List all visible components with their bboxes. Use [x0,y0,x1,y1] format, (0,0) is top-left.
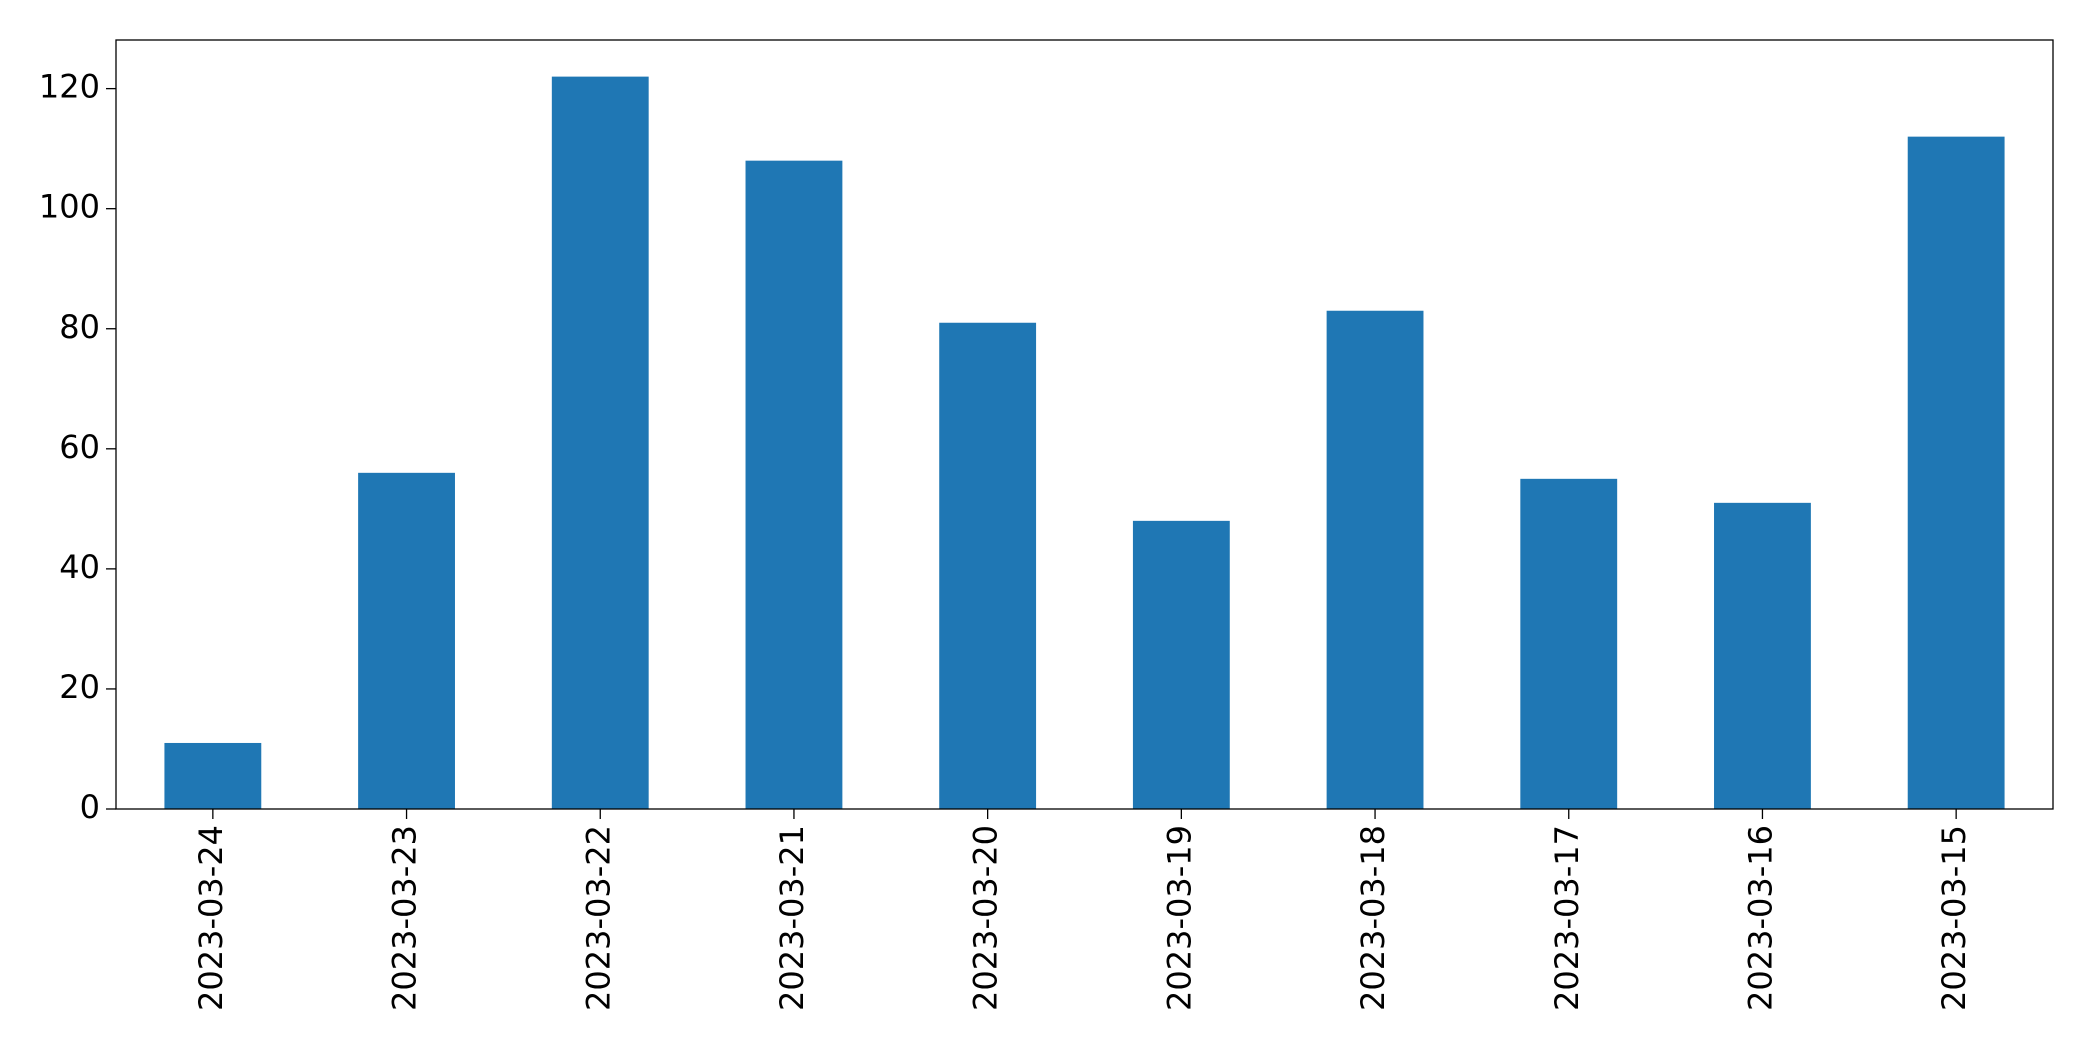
x-tick-label: 2023-03-19 [1160,825,1198,1011]
x-tick-label: 2023-03-22 [579,825,617,1011]
y-tick-label: 120 [39,68,100,106]
bar [358,472,455,809]
plot-frame [115,39,2054,810]
bar [939,322,1037,809]
x-tick-label: 2023-03-21 [773,825,811,1011]
y-tick-label: 40 [59,548,100,586]
bar [745,160,843,809]
x-tick-label: 2023-03-16 [1741,825,1779,1011]
bar [551,76,649,810]
x-tick-label: 2023-03-23 [386,825,424,1011]
bar [1907,136,2005,809]
bar [1132,520,1230,809]
x-tick-label: 2023-03-15 [1935,825,1973,1011]
x-tick-label: 2023-03-24 [192,825,230,1011]
x-tick-label: 2023-03-20 [967,825,1005,1011]
y-tick-label: 60 [59,428,100,466]
y-tick-label: 100 [39,188,100,226]
bar [1326,310,1424,809]
bar [1520,478,1618,809]
bar [164,742,262,809]
x-tick-label: 2023-03-17 [1548,825,1586,1011]
y-tick-label: 0 [80,788,100,826]
bar [1714,502,1811,809]
y-tick-label: 20 [59,668,100,706]
x-tick-label: 2023-03-18 [1354,825,1392,1011]
y-tick-label: 80 [59,308,100,346]
